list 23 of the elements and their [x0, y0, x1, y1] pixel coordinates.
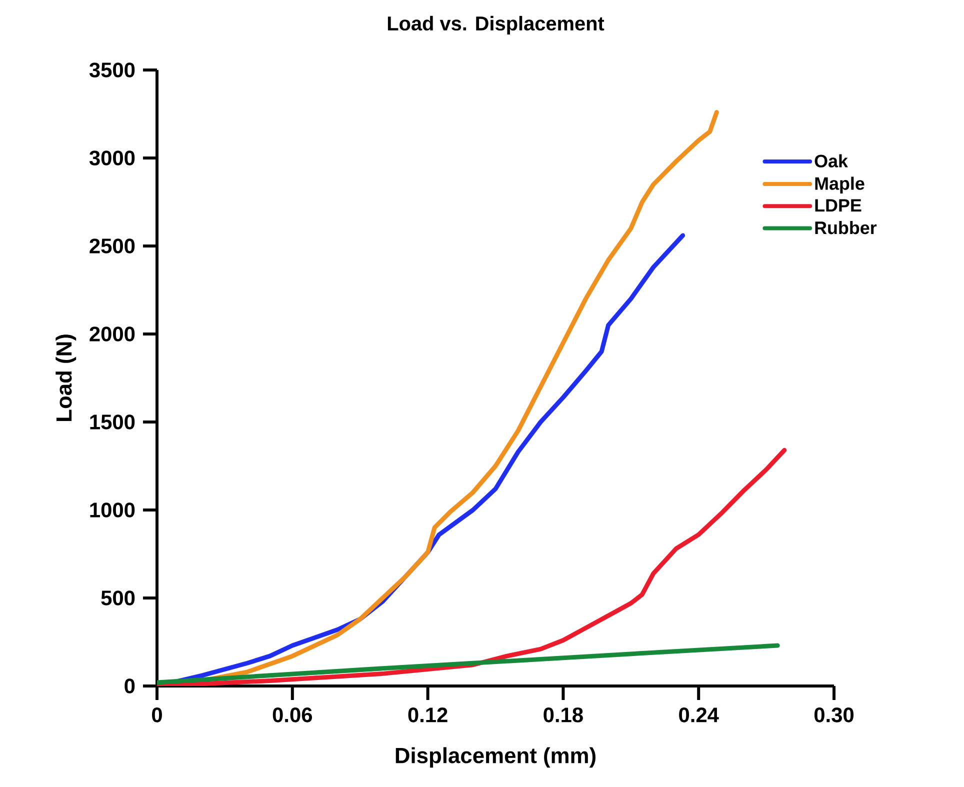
x-tick-label: 0.24	[679, 708, 719, 722]
y-axis-title: Load (N)	[56, 334, 76, 421]
x-tick-label: 0.30	[814, 708, 854, 722]
x-axis-title: Displacement (mm)	[396, 747, 596, 768]
legend-label: Maple	[815, 176, 864, 194]
y-tick-label: 0	[124, 678, 135, 694]
x-tick-label: 0.18	[544, 708, 583, 722]
legend-label: Rubber	[815, 221, 877, 234]
legend-label: LDPE	[815, 199, 862, 212]
legend-label: Oak	[814, 154, 848, 168]
y-tick-label: 2000	[90, 326, 135, 342]
y-tick-label: 3000	[89, 150, 135, 166]
y-tick-label: 500	[101, 590, 135, 606]
y-tick-label: 2500	[90, 238, 135, 254]
y-tick-label: 1500	[90, 414, 135, 430]
y-tick-label: 3500	[89, 62, 135, 78]
x-tick-label: 0.12	[408, 708, 448, 722]
line-series	[157, 643, 780, 685]
line-series	[157, 448, 787, 686]
y-tick-label: 1000	[90, 502, 135, 518]
x-tick-label: 0	[152, 708, 162, 722]
chart-title: Load vs. Displacement	[388, 16, 604, 35]
x-tick-label: 0.06	[272, 708, 312, 722]
